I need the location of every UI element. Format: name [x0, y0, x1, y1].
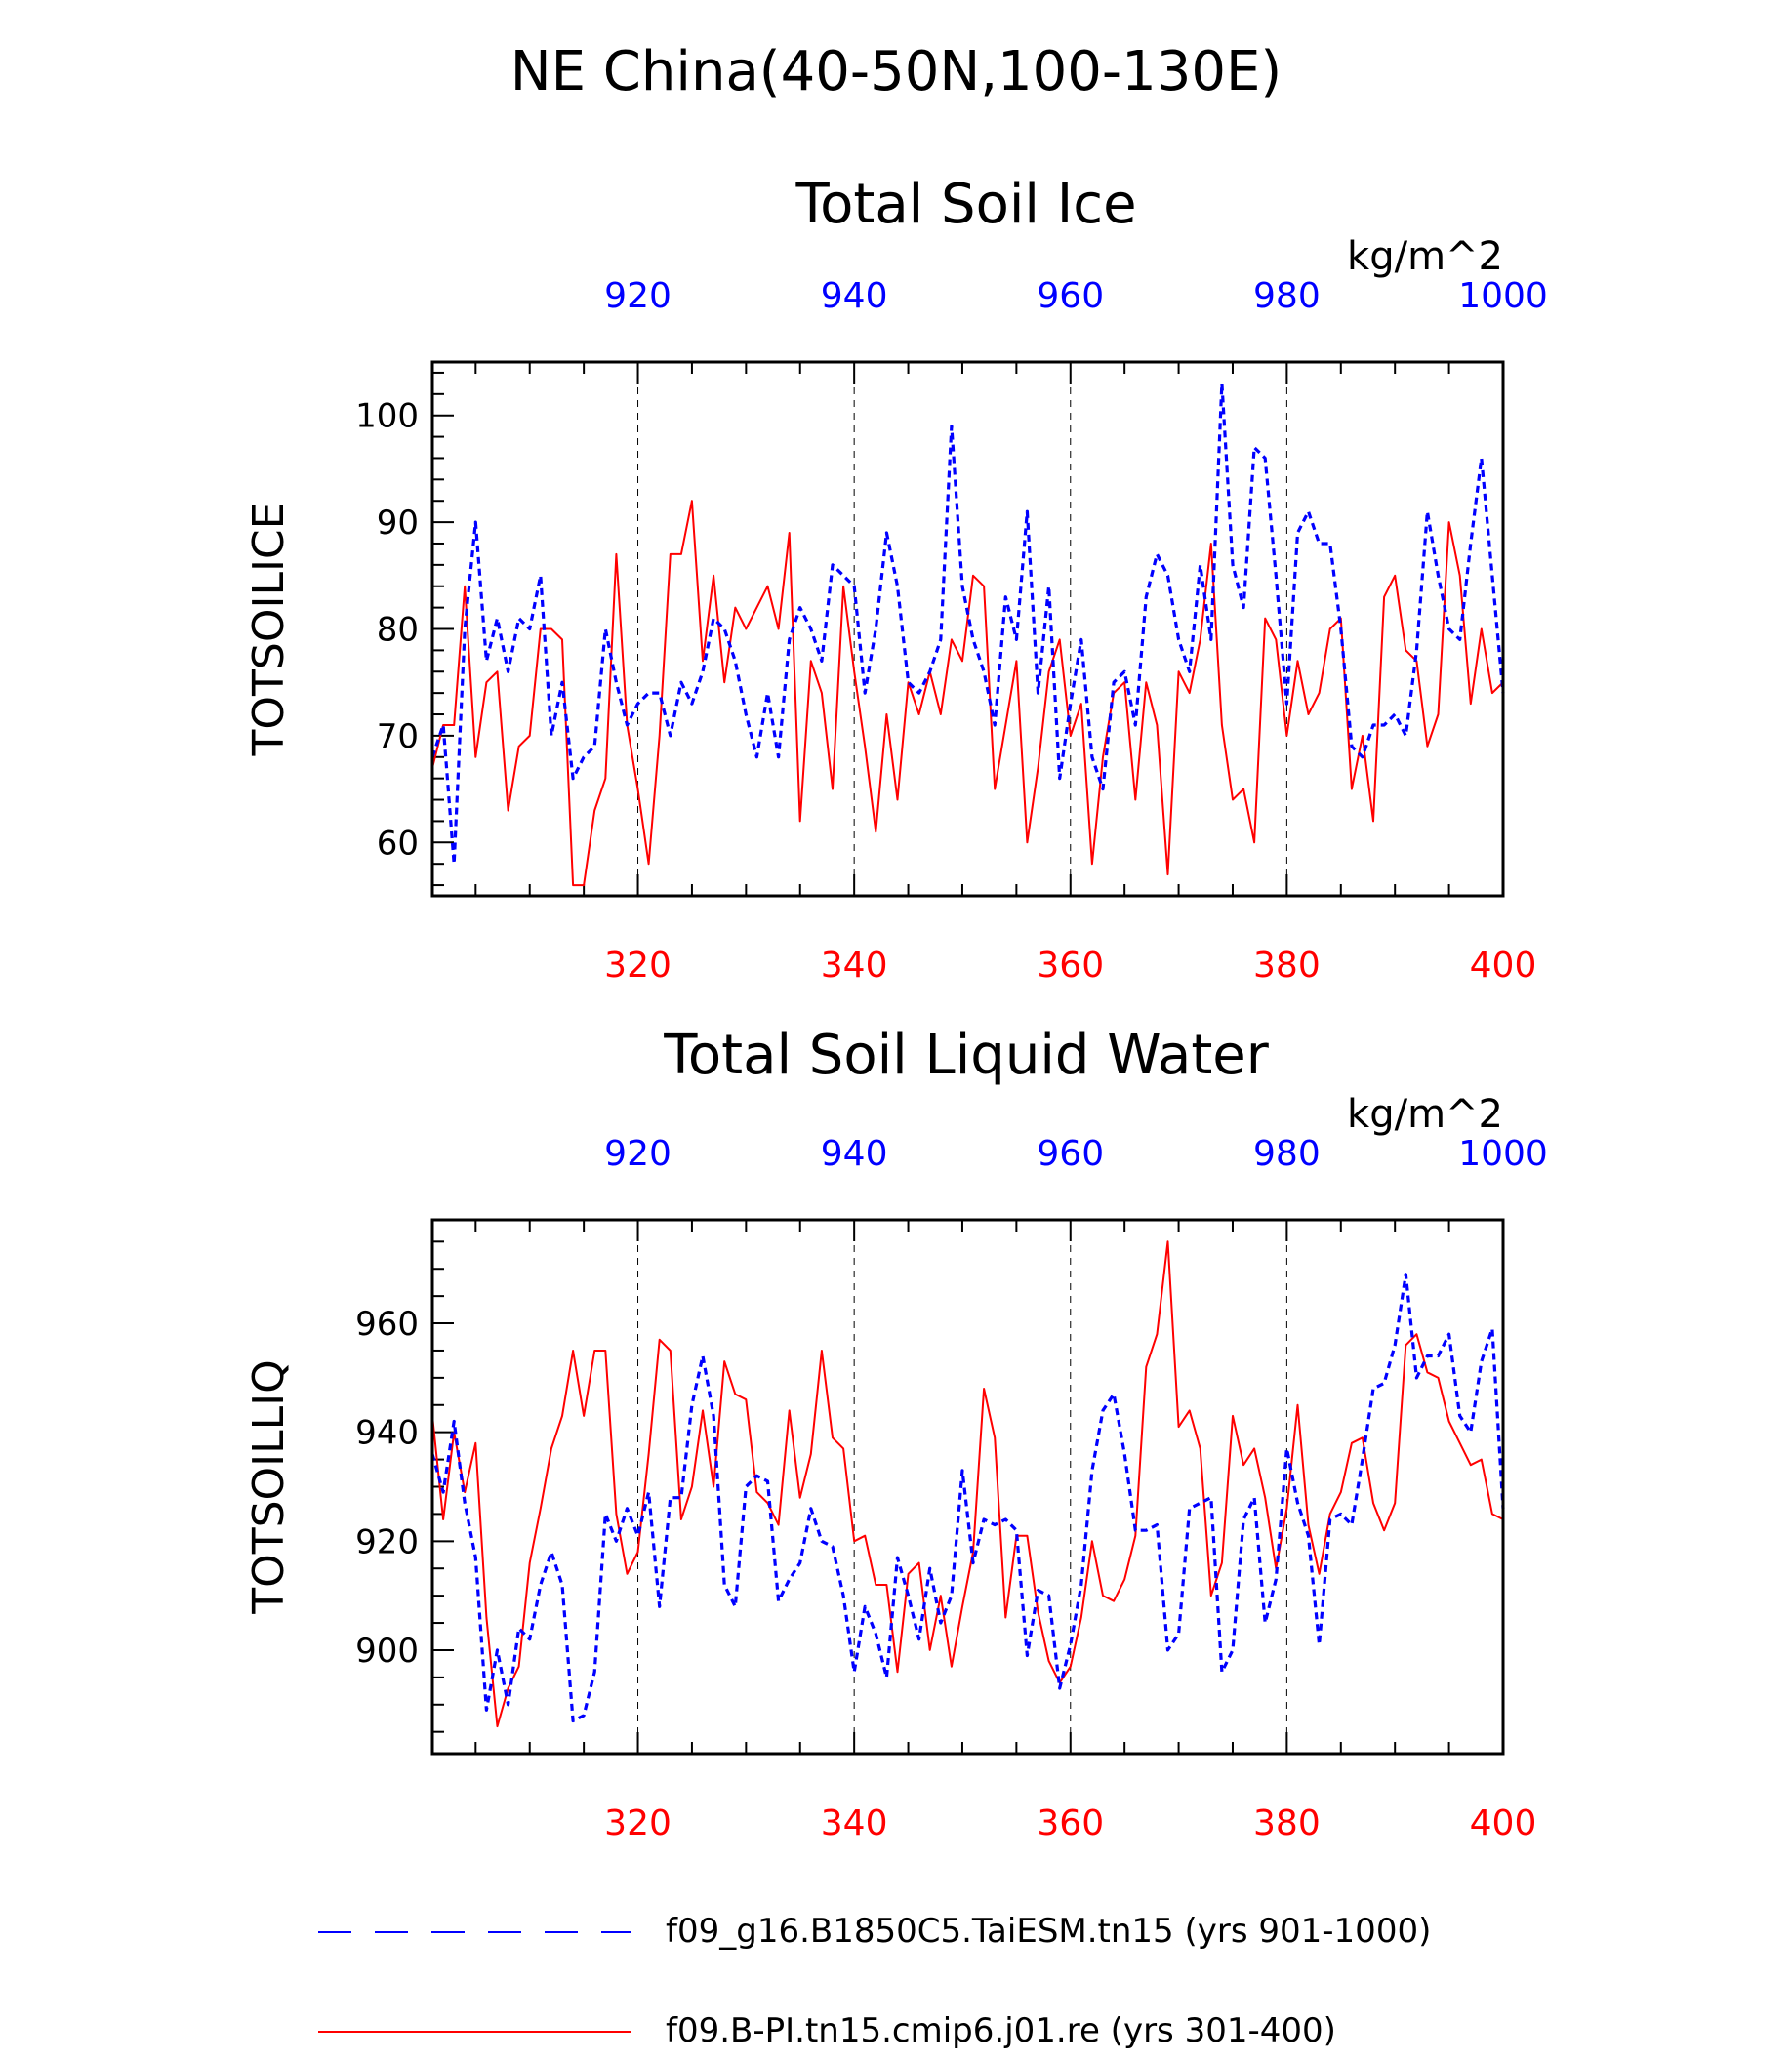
units-label: kg/m^2	[1347, 234, 1503, 279]
y-tick-label: 60	[377, 824, 419, 863]
top-tick-label: 920	[604, 276, 672, 316]
top-tick-label: 980	[1253, 276, 1321, 316]
bottom-tick-label: 380	[1253, 946, 1321, 986]
y-tick-label: 100	[355, 397, 419, 436]
bottom-tick-label: 360	[1037, 1803, 1104, 1843]
legend: f09_g16.B1850C5.TaiESM.tn15 (yrs 901-100…	[318, 1912, 1431, 2050]
bottom-tick-label: 400	[1470, 1803, 1537, 1843]
top-tick-label: 960	[1037, 1134, 1104, 1174]
plot-frame	[430, 360, 1505, 898]
y-tick-label: 90	[377, 504, 419, 543]
top-tick-label: 980	[1253, 1134, 1321, 1174]
units-label: kg/m^2	[1347, 1092, 1503, 1137]
chart-panels: Total Soil Ice kg/m^2 TOTSOILICE 320 340 360 3…	[244, 173, 1548, 1843]
bottom-tick-label: 340	[821, 946, 888, 986]
bottom-tick-label: 400	[1470, 946, 1537, 986]
y-axis-label: TOTSOILICE	[244, 503, 294, 757]
bottom-tick-label: 360	[1037, 946, 1104, 986]
legend-label: f09_g16.B1850C5.TaiESM.tn15 (yrs 901-100…	[666, 1912, 1431, 1951]
chart-panel-1: Total Soil Ice kg/m^2 TOTSOILICE 320 340 360 3…	[244, 173, 1548, 986]
bottom-tick-label: 320	[604, 946, 672, 986]
series-line-blue-dashed	[430, 1273, 1505, 1723]
top-tick-label: 920	[604, 1134, 672, 1174]
panel-title: Total Soil Liquid Water	[663, 1024, 1270, 1087]
figure-title: NE China(40-50N,100-130E)	[510, 40, 1283, 103]
series-line-red-solid	[431, 500, 1504, 887]
bottom-tick-label: 320	[604, 1803, 672, 1843]
panel-title: Total Soil Ice	[794, 173, 1136, 236]
y-tick-label: 70	[377, 717, 419, 756]
y-tick-label: 960	[355, 1305, 419, 1344]
y-tick-label: 940	[355, 1414, 419, 1453]
bottom-tick-label: 340	[821, 1803, 888, 1843]
y-tick-label: 920	[355, 1522, 419, 1561]
bottom-tick-label: 380	[1253, 1803, 1321, 1843]
chart-panel-2: Total Soil Liquid Water kg/m^2 TOTSOILLIQ 3…	[244, 1024, 1548, 1843]
series-line-red-solid	[431, 1240, 1504, 1728]
legend-label: f09.B-PI.tn15.cmip6.j01.re (yrs 301-400)	[666, 2011, 1336, 2050]
y-axis-label: TOTSOILLIQ	[244, 1359, 294, 1615]
plot-frame	[430, 1218, 1505, 1756]
top-tick-label: 940	[821, 1134, 888, 1174]
y-tick-label: 80	[377, 611, 419, 650]
y-tick-label: 900	[355, 1632, 419, 1671]
series-line-blue-dashed	[430, 382, 1505, 866]
top-tick-label: 960	[1037, 276, 1104, 316]
top-tick-label: 940	[821, 276, 888, 316]
top-tick-label: 1000	[1458, 276, 1548, 316]
top-tick-label: 1000	[1458, 1134, 1548, 1174]
